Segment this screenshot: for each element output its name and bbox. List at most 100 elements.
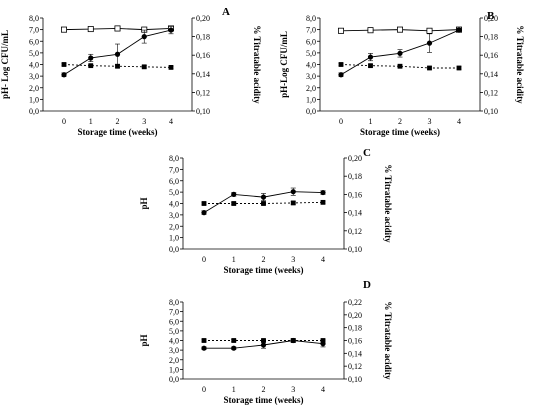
y2-axis-title: % Titratable acidity: [383, 164, 393, 243]
right-tick-label: 0,20: [348, 154, 362, 163]
left-tick-label: 4,0: [169, 337, 179, 346]
left-tick-label: 3,0: [169, 346, 179, 355]
data-point-circle: [338, 72, 344, 78]
left-tick-label: 8,0: [306, 14, 316, 23]
data-point-square: [88, 63, 94, 69]
right-tick-label: 0,10: [348, 375, 362, 384]
data-point-circle: [114, 51, 121, 57]
left-tick-label: 2,0: [169, 222, 179, 231]
right-tick-label: 0,22: [348, 298, 362, 307]
series-2: [338, 27, 462, 78]
data-point-square: [338, 62, 344, 67]
chart-panel-d: 0,01,02,03,04,05,06,07,08,0 0,10 0,12 0,14 0…: [139, 279, 393, 405]
data-point-circle: [168, 27, 174, 33]
right-tick-label: 0,14: [348, 349, 362, 358]
left-tick-label: 5,0: [29, 49, 39, 58]
data-point-circle: [141, 34, 147, 40]
data-point-circle: [320, 341, 326, 347]
left-tick-label: 6,0: [306, 37, 316, 46]
x-tick-label: 2: [116, 117, 120, 126]
data-point-circle: [231, 345, 237, 351]
left-tick-label: 3,0: [306, 72, 316, 81]
left-tick-label: 4,0: [169, 200, 179, 209]
left-tick-label: 2,0: [29, 84, 39, 93]
series-1: [201, 187, 326, 216]
y-axis-title: pH-Log CFU/mL: [279, 31, 289, 98]
right-tick-label: 0,12: [348, 362, 362, 371]
x-tick-label: 2: [262, 385, 266, 394]
x-tick-label: 0: [62, 117, 66, 126]
left-tick-label: 0,0: [29, 107, 39, 116]
data-point-square: [427, 65, 432, 71]
series-0: [61, 25, 174, 33]
data-point-circle: [367, 54, 374, 60]
right-tick-label: 0,20: [196, 14, 210, 23]
data-point-open-square: [367, 27, 374, 34]
right-tick-label: 0,14: [348, 209, 362, 218]
data-point-circle: [320, 189, 326, 196]
left-tick-label: 7,0: [306, 26, 316, 35]
left-tick-label: 6,0: [169, 177, 179, 186]
data-point-square: [456, 65, 462, 71]
data-point-square: [231, 338, 237, 343]
x-tick-label: 4: [169, 117, 173, 126]
data-point-circle: [426, 40, 433, 46]
data-point-circle: [231, 191, 237, 197]
left-tick-label: 0,0: [169, 245, 179, 254]
series-0: [201, 199, 326, 206]
data-point-circle: [290, 337, 296, 344]
data-point-square: [368, 63, 373, 69]
left-tick-label: 2,0: [169, 356, 179, 365]
right-tick-label: 0,16: [348, 190, 362, 199]
right-tick-label: 0,14: [484, 70, 498, 79]
x-tick-label: 4: [457, 117, 461, 126]
data-point-open-square: [87, 26, 94, 33]
right-tick-label: 0,16: [348, 337, 362, 346]
chart-panel-c: 0,0 1,0 2,0 3,0 4,0 5,0 6,0 7,0 8,0 0,10 0,12 0,14 0…: [139, 147, 393, 275]
right-tick-label: 0,12: [196, 88, 210, 97]
right-tick-label: 0,10: [484, 107, 498, 116]
left-tick-label: 2,0: [306, 84, 316, 93]
x-tick-label: 3: [428, 117, 432, 126]
data-point-circle: [201, 345, 207, 351]
right-tick-label: 0,16: [196, 51, 210, 60]
left-tick-label: 6,0: [29, 37, 39, 46]
data-point-circle: [260, 342, 267, 348]
data-point-open-square: [337, 27, 344, 34]
data-point-circle: [456, 27, 462, 33]
left-tick-label: 1,0: [169, 234, 179, 243]
left-tick-label: 3,0: [169, 211, 179, 220]
left-tick-label: 3,0: [29, 72, 39, 81]
x-tick-label: 1: [232, 385, 236, 394]
right-tick-label: 0,18: [484, 33, 498, 42]
right-tick-label: 0,12: [348, 227, 362, 236]
left-tick-label: 8,0: [169, 154, 179, 163]
left-tick-label: 1,0: [29, 95, 39, 104]
y2-axis-title: % Titratable acidity: [383, 301, 393, 380]
data-point-square: [290, 200, 296, 206]
series-0: [337, 26, 462, 34]
data-point-square: [320, 199, 326, 205]
data-point-square: [261, 338, 266, 343]
series-1: [201, 337, 326, 351]
right-tick-label: 0,20: [484, 14, 498, 23]
x-tick-label: 1: [89, 117, 93, 126]
data-point-circle: [397, 50, 403, 56]
series-2: [61, 26, 174, 78]
left-tick-label: 0,0: [169, 375, 179, 384]
x-tick-label: 0: [202, 255, 206, 264]
panel-label: C: [363, 147, 371, 159]
x-tick-label: 3: [142, 117, 146, 126]
y-axis-title: pH: [139, 197, 149, 209]
left-tick-label: 5,0: [169, 327, 179, 336]
x-tick-label: 3: [291, 255, 295, 264]
left-tick-label: 7,0: [169, 308, 179, 317]
data-point-open-square: [396, 26, 403, 33]
x-tick-label: 3: [291, 385, 295, 394]
right-tick-label: 0,16: [484, 51, 498, 60]
data-point-square: [141, 64, 147, 70]
y2-axis-title: % Titratable acidity: [515, 25, 525, 104]
data-point-circle: [290, 189, 296, 195]
data-point-square: [261, 201, 266, 206]
x-axis-title: Storage time (weeks): [224, 265, 304, 275]
